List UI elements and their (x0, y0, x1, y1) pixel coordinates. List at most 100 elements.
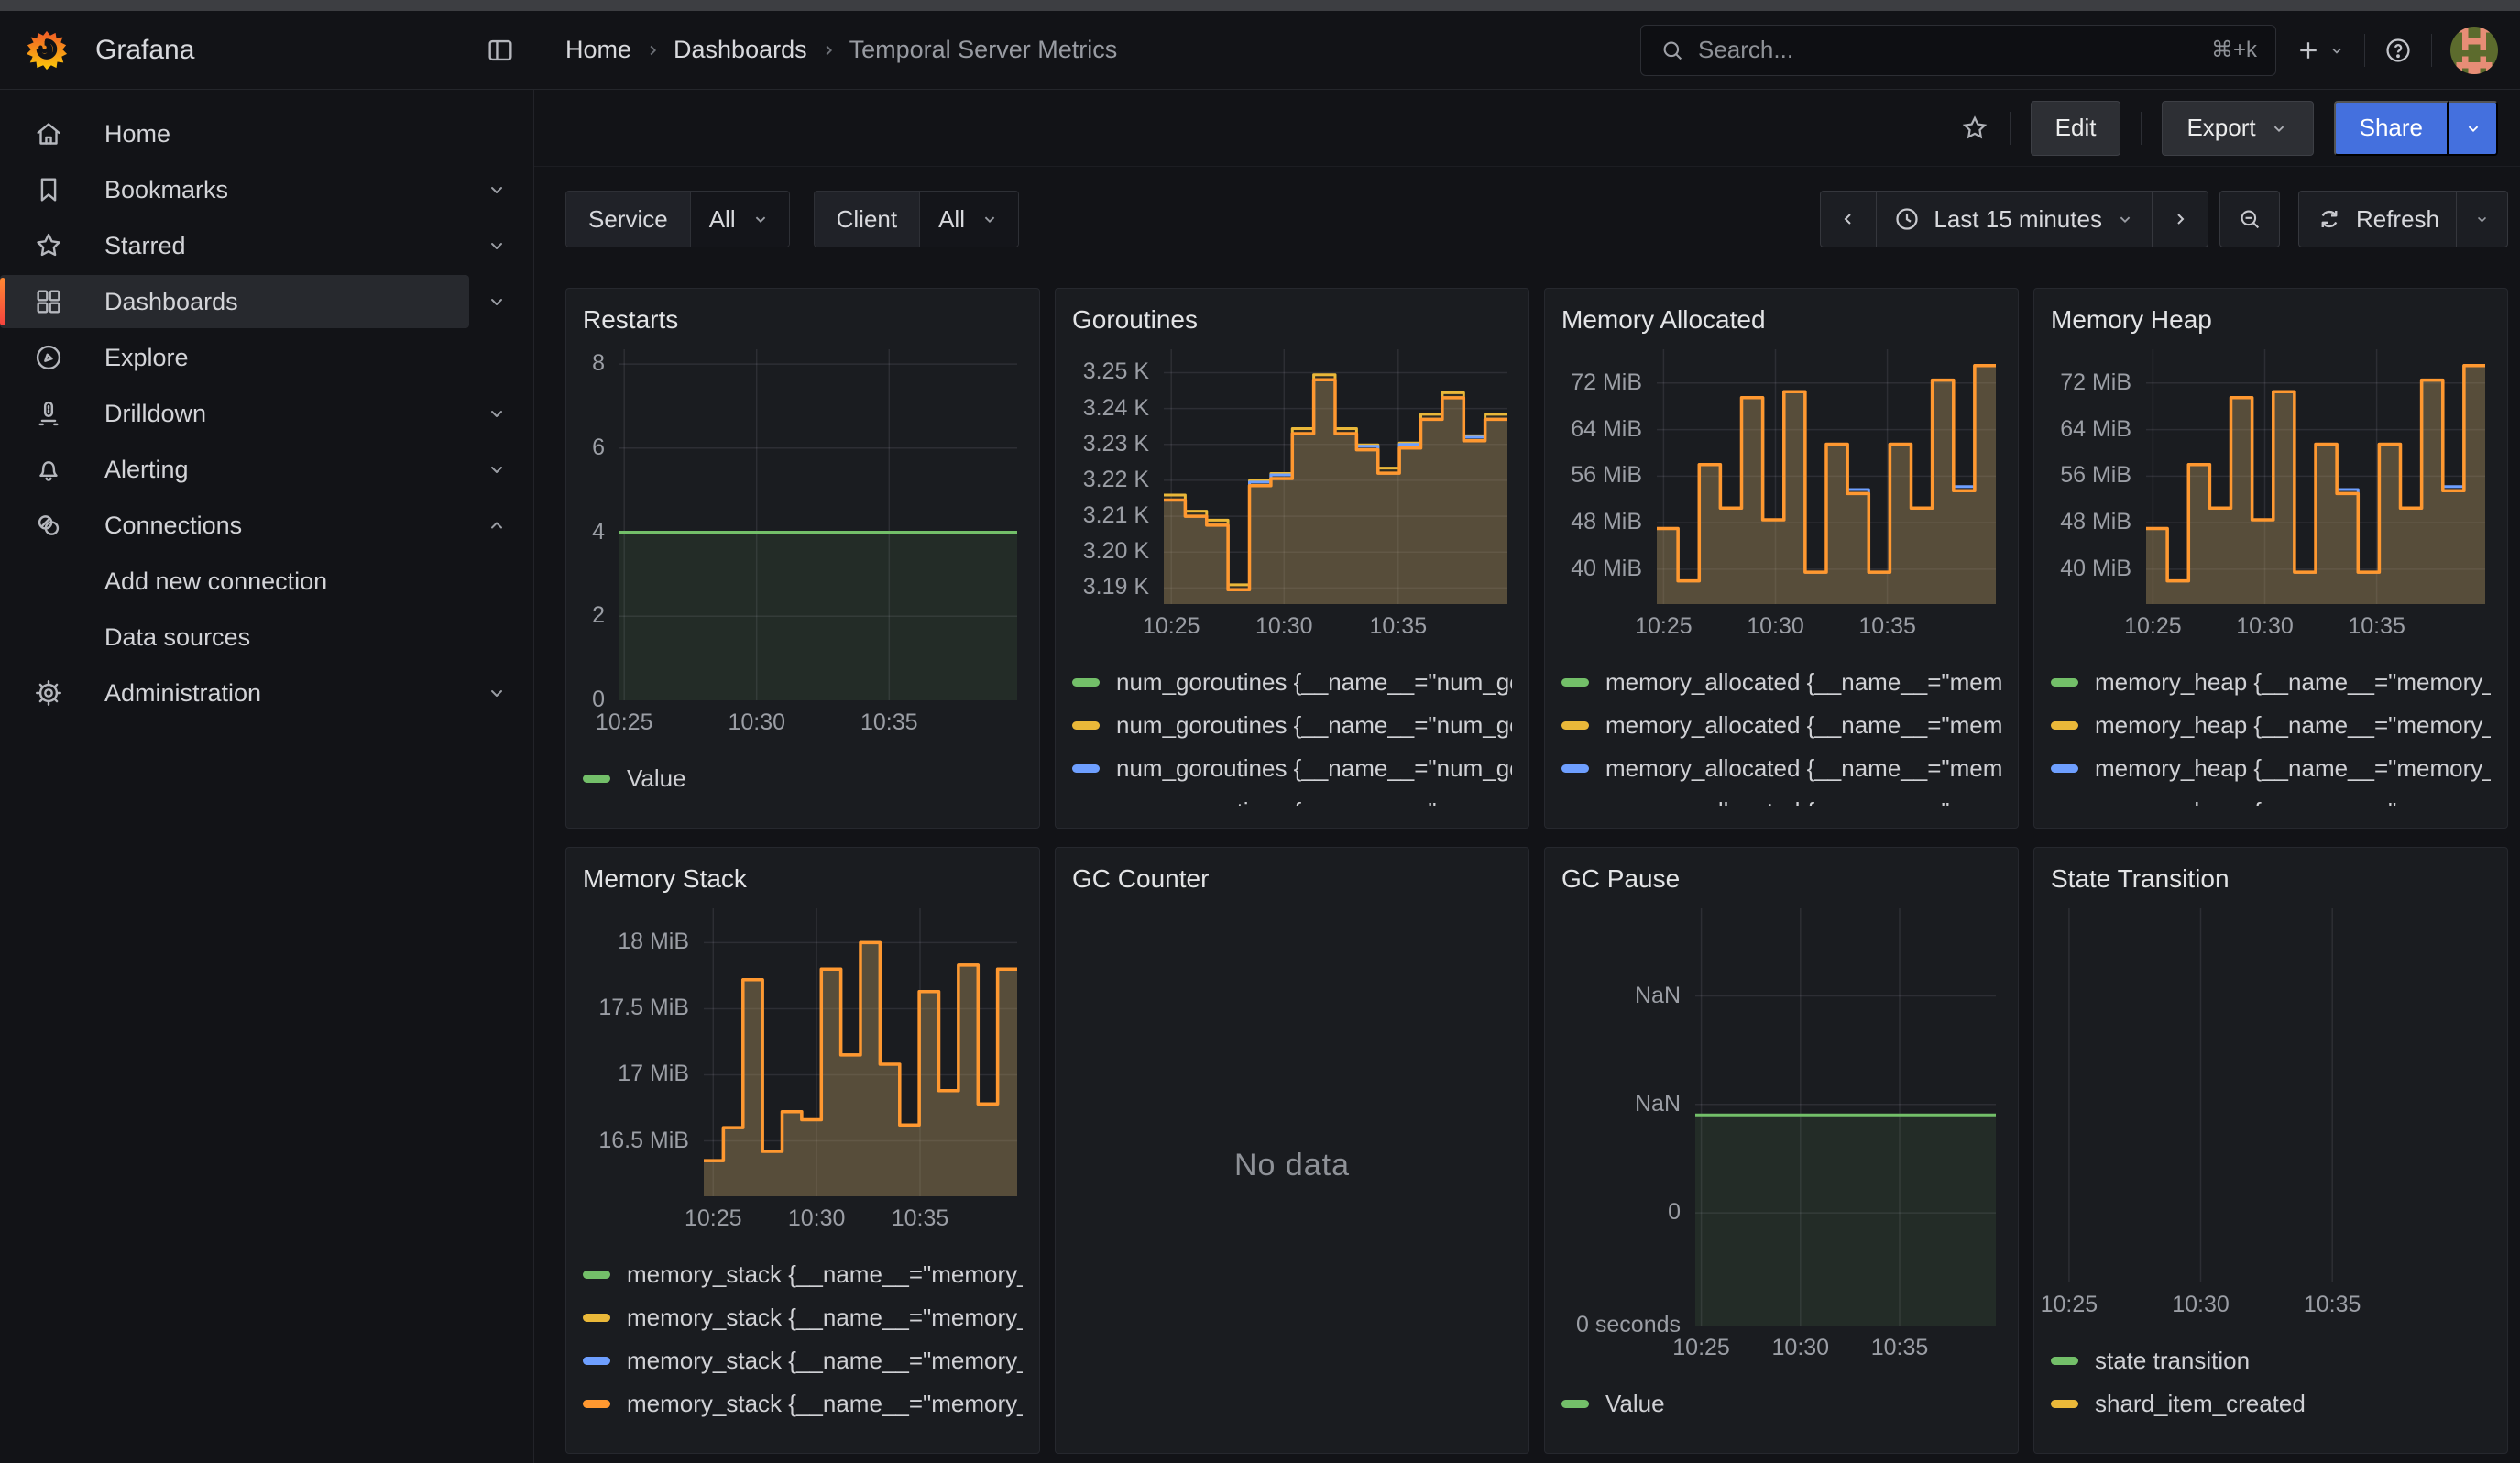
dock-sidebar-icon[interactable] (485, 35, 516, 66)
sidebar-link[interactable]: Drilldown (0, 387, 469, 440)
legend-item: memory_stack {__name__="memory_s (583, 1388, 1023, 1419)
help-button[interactable] (2383, 36, 2413, 65)
time-controls: Last 15 minutes (1820, 191, 2508, 248)
legend-series-label[interactable]: memory_stack {__name__="memory_s (627, 1304, 1023, 1332)
chevron-down-icon[interactable] (469, 291, 524, 313)
time-shift-back-button[interactable] (1821, 192, 1876, 247)
export-button[interactable]: Export (2162, 101, 2313, 156)
search-box[interactable]: ⌘+k (1640, 25, 2276, 76)
legend-series-label[interactable]: memory_heap {__name__="memory_h (2095, 798, 2491, 807)
chevron-down-icon[interactable] (469, 458, 524, 480)
legend-item: memory_heap {__name__="memory_h (2051, 666, 2491, 698)
chevron-up-icon[interactable] (469, 514, 524, 536)
sidebar-item-data-sources: Data sources (0, 610, 524, 664)
panel-title[interactable]: Restarts (583, 300, 1023, 340)
chevron-right-icon (2169, 208, 2191, 230)
sidebar-link[interactable]: Connections (0, 499, 469, 552)
legend-series-label[interactable]: memory_stack {__name__="memory_s (627, 1260, 1023, 1289)
chevron-down-icon[interactable] (469, 235, 524, 257)
time-range-picker[interactable]: Last 15 minutes (1876, 192, 2152, 247)
plot-area[interactable] (2146, 349, 2485, 604)
plot-area[interactable] (619, 349, 1017, 700)
legend-series-label[interactable]: num_goroutines {__name__="num_go (1116, 711, 1512, 740)
plot-area[interactable] (704, 908, 1017, 1196)
avatar[interactable] (2450, 27, 2498, 74)
chart-svg (1657, 349, 1996, 604)
plot-area[interactable] (1657, 349, 1996, 604)
link-icon (33, 510, 64, 541)
search-input[interactable] (1698, 36, 2198, 64)
breadcrumb-home[interactable]: Home (565, 36, 631, 64)
legend-series-label[interactable]: Value (1605, 1390, 1665, 1418)
plot-area[interactable] (1164, 349, 1507, 604)
legend-series-marker (1561, 678, 1589, 687)
sidebar-link[interactable]: Add new connection (0, 555, 524, 608)
legend-series-label[interactable]: shard_item_created (2095, 1390, 2306, 1418)
legend-series-label[interactable]: memory_allocated {__name__="memo (1605, 668, 2001, 697)
x-tick-label: 10:35 (1858, 613, 1916, 640)
legend-series-label[interactable]: memory_heap {__name__="memory_h (2095, 754, 2491, 783)
client-filter-value[interactable]: All (919, 192, 1018, 247)
legend-series-label[interactable]: num_goroutines {__name__="num_go (1116, 668, 1512, 697)
panel-title[interactable]: Memory Allocated (1561, 300, 2001, 340)
service-filter-value[interactable]: All (690, 192, 789, 247)
legend-series-label[interactable]: memory_allocated {__name__="memo (1605, 711, 2001, 740)
sidebar-link[interactable]: Starred (0, 219, 469, 272)
zoom-out-button[interactable] (2220, 192, 2279, 247)
legend-item: Value (1561, 1388, 2001, 1419)
refresh-button[interactable]: Refresh (2299, 192, 2456, 247)
panel-title[interactable]: Goroutines (1072, 300, 1512, 340)
sidebar-link[interactable]: Data sources (0, 610, 524, 664)
plot-area[interactable] (2051, 908, 2485, 1282)
edit-button[interactable]: Edit (2031, 101, 2121, 156)
chevron-down-icon (2473, 209, 2491, 229)
chevron-right-icon (642, 40, 663, 60)
legend-series-label[interactable]: num_goroutines {__name__="num_go (1116, 754, 1512, 783)
legend-item: num_goroutines {__name__="num_go (1072, 753, 1512, 784)
x-tick-label: 10:25 (685, 1205, 742, 1232)
y-tick-label: 3.23 K (1072, 431, 1149, 457)
sidebar-link[interactable]: Dashboards (0, 275, 469, 328)
sidebar-link[interactable]: Alerting (0, 443, 469, 496)
panel-title[interactable]: GC Pause (1561, 859, 2001, 899)
star-favorite-icon[interactable] (1960, 114, 1989, 143)
selected-accent-bar (0, 278, 5, 325)
plot-area[interactable] (1695, 908, 1996, 1326)
legend-series-label[interactable]: memory_allocated {__name__="memo (1605, 754, 2001, 783)
y-tick-label: 3.21 K (1072, 502, 1149, 529)
legend-series-marker (2051, 764, 2078, 773)
legend-series-label[interactable]: memory_allocated {__name__="memo (1605, 798, 2001, 807)
breadcrumb-dashboards[interactable]: Dashboards (674, 36, 807, 64)
legend-item: memory_stack {__name__="memory_s (583, 1302, 1023, 1333)
chevron-down-icon[interactable] (469, 179, 524, 201)
chevron-down-icon[interactable] (469, 682, 524, 704)
sidebar-item-label: Explore (104, 344, 189, 372)
add-new-button[interactable] (2295, 37, 2346, 64)
chevron-down-icon[interactable] (469, 402, 524, 424)
panel-gc-pause: GC PauseNaNNaN00 seconds10:2510:3010:35V… (1544, 847, 2019, 1454)
refresh-interval-button[interactable] (2456, 192, 2507, 247)
dashboard-toolbar: Edit Export Share (534, 90, 2520, 167)
panel-title[interactable]: Memory Stack (583, 859, 1023, 899)
y-tick-label: NaN (1561, 983, 1681, 1009)
legend-series-label[interactable]: num_goroutines {__name__="num_go (1116, 798, 1512, 807)
legend-series-label[interactable]: memory_stack {__name__="memory_s (627, 1347, 1023, 1375)
sidebar-link[interactable]: Bookmarks (0, 163, 469, 216)
dashboard-scroll-area[interactable]: Service All Client All (534, 167, 2520, 1463)
x-tick-label: 10:35 (2304, 1292, 2361, 1318)
time-shift-forward-button[interactable] (2152, 192, 2208, 247)
legend-series-label[interactable]: Value (627, 764, 686, 793)
sidebar-link[interactable]: Home (0, 107, 524, 160)
legend-series-label[interactable]: memory_heap {__name__="memory_h (2095, 711, 2491, 740)
legend-series-label[interactable]: memory_stack {__name__="memory_s (627, 1390, 1023, 1418)
share-dropdown-button[interactable] (2449, 101, 2498, 156)
panel-title[interactable]: State Transition (2051, 859, 2491, 899)
service-filter-label: Service (566, 192, 690, 247)
panel-title[interactable]: Memory Heap (2051, 300, 2491, 340)
sidebar-link[interactable]: Administration (0, 666, 469, 720)
share-button[interactable]: Share (2334, 101, 2449, 156)
legend-series-label[interactable]: state transition (2095, 1347, 2250, 1375)
sidebar-link[interactable]: Explore (0, 331, 524, 384)
panel-title[interactable]: GC Counter (1072, 859, 1512, 899)
legend-series-label[interactable]: memory_heap {__name__="memory_h (2095, 668, 2491, 697)
